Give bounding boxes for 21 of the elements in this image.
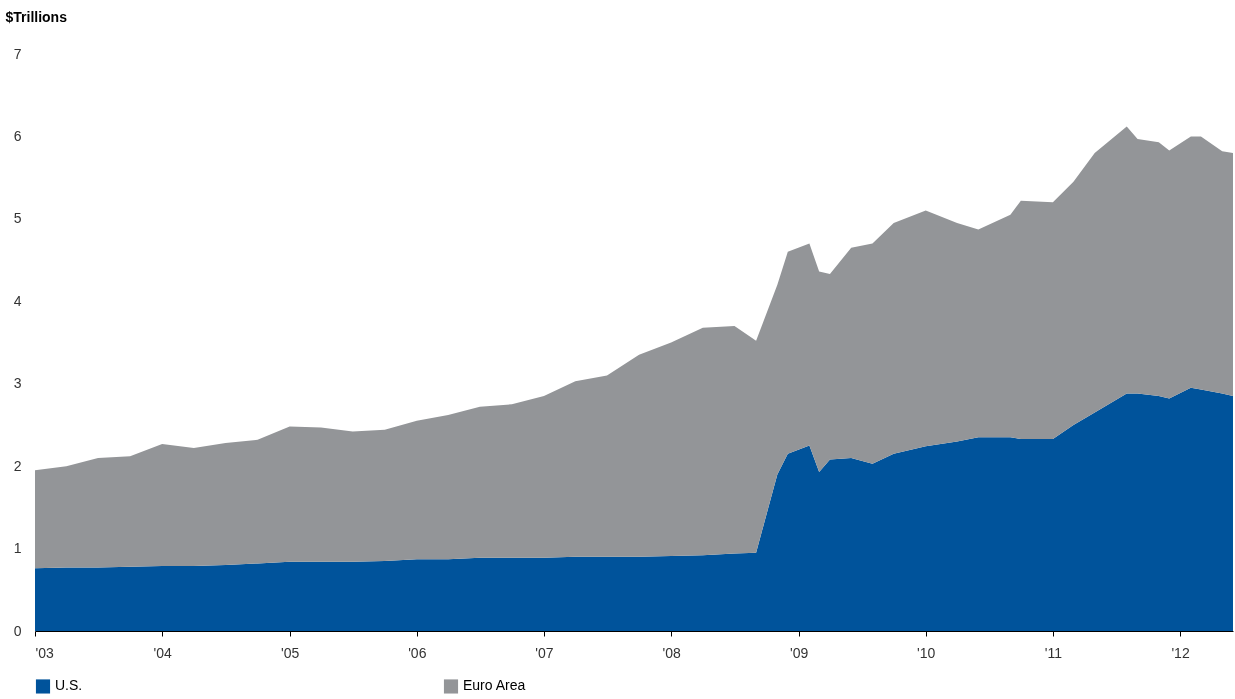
x-tick-label: '03 xyxy=(35,644,54,661)
x-tick-label: '08 xyxy=(662,644,681,661)
y-tick-label: 6 xyxy=(13,127,22,144)
x-tick-label: '05 xyxy=(281,644,300,661)
y-tick-label: 5 xyxy=(13,210,22,227)
legend-label: Euro Area xyxy=(463,677,526,694)
y-tick-label: 1 xyxy=(13,540,22,557)
y-tick-label: 2 xyxy=(13,457,22,474)
y-tick-label: 7 xyxy=(13,45,22,62)
y-tick-label: 0 xyxy=(13,622,22,639)
legend-label: U.S. xyxy=(55,677,83,694)
x-tick-label: '11 xyxy=(1044,644,1063,661)
x-tick-label: '09 xyxy=(789,644,809,661)
y-tick-label: 3 xyxy=(13,375,22,392)
y-axis-title: $Trillions xyxy=(5,8,68,25)
x-tick-label: '04 xyxy=(153,644,172,661)
x-tick-label: '12 xyxy=(1171,644,1190,661)
x-tick-label: '06 xyxy=(408,644,427,661)
y-tick-label: 4 xyxy=(13,292,22,309)
x-tick-label: '07 xyxy=(535,644,554,661)
x-tick-label: '10 xyxy=(917,644,936,661)
